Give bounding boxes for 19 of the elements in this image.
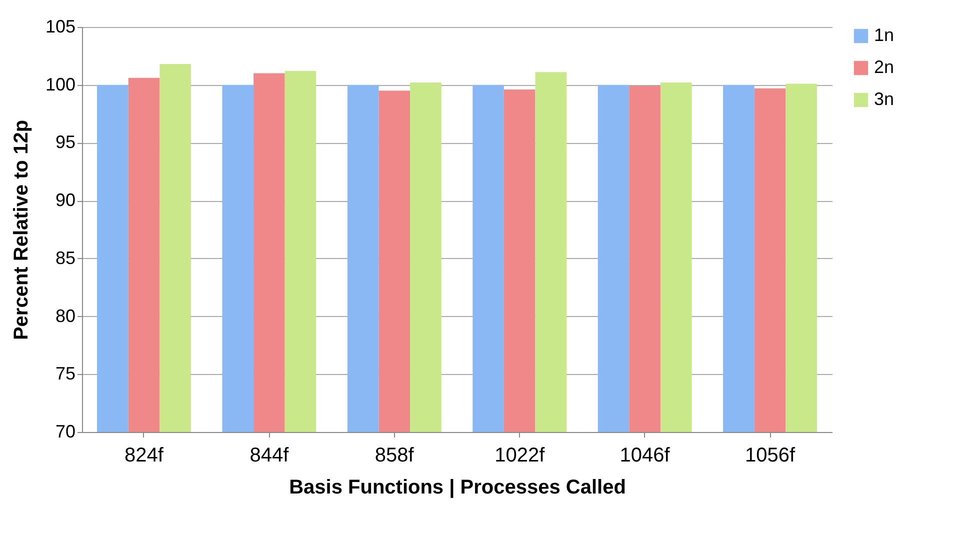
y-axis-title: Percent Relative to 12p <box>10 120 32 340</box>
x-axis-title: Basis Functions | Processes Called <box>289 476 626 498</box>
x-tick-label: 1046f <box>620 444 670 466</box>
y-tick-label: 105 <box>45 16 76 36</box>
legend-label: 2n <box>874 57 894 77</box>
legend-label: 1n <box>874 25 894 45</box>
x-tick-label: 844f <box>250 444 290 466</box>
y-tick-label: 90 <box>55 190 76 210</box>
legend-label: 3n <box>874 89 894 109</box>
x-tick-label: 1056f <box>744 444 796 466</box>
x-tick-label: 858f <box>374 444 414 466</box>
x-tick-label: 824f <box>124 444 164 466</box>
x-tick-label: 1022f <box>494 444 546 466</box>
y-tick-label: 80 <box>55 306 76 326</box>
y-tick-label: 85 <box>55 248 76 268</box>
y-tick-label: 95 <box>55 132 76 152</box>
y-tick-label: 75 <box>55 364 76 384</box>
y-tick-label: 100 <box>45 74 76 94</box>
y-tick-label: 70 <box>55 422 76 442</box>
